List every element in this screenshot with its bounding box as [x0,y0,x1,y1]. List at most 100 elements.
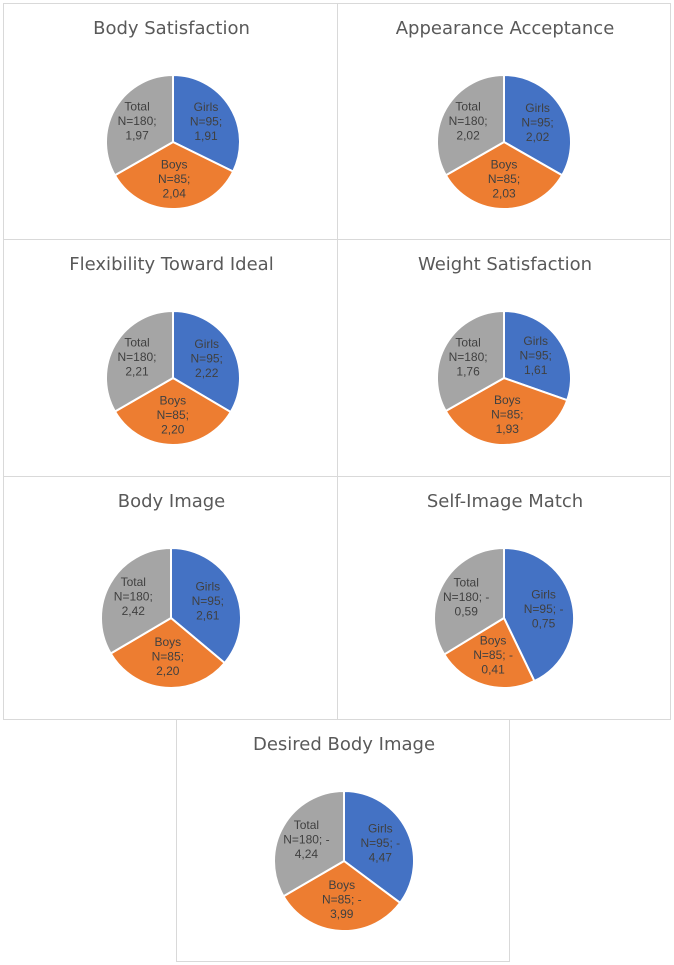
data-label-total: Total N=180; 1,97 [118,100,157,143]
data-label-girls: Girls N=95; 2,02 [521,101,553,144]
data-label-line: N=95; - [360,836,400,850]
data-label-line: 2,02 [526,130,550,144]
data-label-line: 1,76 [456,365,480,379]
data-label-line: 2,22 [195,366,219,380]
data-label-line: 1,93 [496,422,520,436]
data-label-line: N=180; [117,350,156,364]
chart-title: Body Image [118,491,226,512]
pie-slice-boys [113,376,233,446]
chart-panel-body-image: Body Image Girls N=95; 2,61 Boys N=85; 2,20 Tot… [3,476,338,720]
data-label-total: Total N=180; 2,02 [449,100,488,143]
chart-title: Weight Satisfaction [418,254,592,275]
pie-slice-girls [503,73,572,177]
data-label-line: N=85; [152,649,184,663]
data-label-line: Total [294,818,319,832]
data-label-line: 2,42 [122,604,146,618]
pie-slice-boys [282,859,402,932]
pie-slice-girls [172,73,241,173]
chart-panel-appearance-acceptance: Appearance Acceptance Girls N=95; 2,02 Boys N… [337,3,671,240]
data-label-boys: Boys N=85; 2,04 [158,157,190,200]
data-label-line: 1,61 [524,363,548,377]
data-label-girls: Girls N=95; -0,75 [524,588,564,631]
pie-slice-total [433,546,505,656]
data-label-line: 3,99 [330,907,354,921]
data-label-line: Total [124,100,149,114]
data-label-total: Total N=180; -4,24 [283,818,329,861]
pie-slice-total [105,73,174,177]
data-label-line: N=85; [158,172,190,186]
data-label-line: Boys [161,157,188,171]
pie-slice-total [100,546,172,655]
data-label-line: Girls [194,100,219,114]
data-label-line: 0,41 [481,662,505,676]
data-label-line: N=180; [449,350,488,364]
data-label-line: Girls [368,821,393,835]
pie-slice-total [105,309,174,413]
data-label-boys: Boys N=85; 2,03 [488,157,520,200]
pie-slice-girls [503,546,575,683]
data-label-girls: Girls N=95; -4,47 [360,821,400,864]
data-label-line: Girls [194,337,219,351]
data-label-boys: Boys N=85; 1,93 [491,393,523,436]
pie-chart-flexibility-toward-ideal: Flexibility Toward Ideal Girls N=95; 2,22 Bo… [69,254,274,446]
pie-chart-self-image-match: Self-Image Match Girls N=95; -0,75 Boys N=85… [427,491,583,689]
data-label-line: Girls [195,579,220,593]
data-label-line: N=180; [118,114,157,128]
data-label-total: Total N=180; 1,76 [449,336,488,379]
data-label-boys: Boys N=85; -3,99 [322,878,362,921]
data-label-line: N=180; - [443,590,489,604]
data-label-line: 2,02 [456,129,480,143]
chart-title: Self-Image Match [427,491,583,512]
data-label-line: 2,03 [492,186,516,200]
data-label-total: Total N=180; 2,42 [114,575,153,618]
data-label-line: N=85; [157,408,189,422]
data-label-line: N=180; [114,590,153,604]
data-label-boys: Boys N=85; 2,20 [152,635,184,678]
data-label-line: N=95; - [524,602,564,616]
data-label-line: Boys [480,633,507,647]
data-label-boys: Boys N=85; -0,41 [473,633,513,676]
data-label-line: 2,21 [125,365,149,379]
chart-title: Body Satisfaction [93,18,250,39]
data-label-line: 2,20 [156,664,180,678]
pie-slice-girls [343,789,415,905]
pie-slice-girls [170,546,243,665]
data-label-line: Boys [154,635,181,649]
data-label-line: 0,59 [455,604,479,618]
chart-panel-self-image-match: Self-Image Match Girls N=95; -0,75 Boys N=85… [337,476,671,720]
data-label-girls: Girls N=95; 1,91 [190,100,222,143]
data-label-line: N=85; [491,408,523,422]
data-label-line: 2,04 [163,186,187,200]
data-label-line: Total [124,336,149,350]
data-label-line: N=85; [488,172,520,186]
chart-title: Flexibility Toward Ideal [69,254,273,275]
pie-slice-boys [109,616,227,690]
data-label-line: Boys [159,393,186,407]
data-label-line: Total [455,336,480,350]
data-label-line: Boys [328,878,355,892]
pie-slice-boys [442,616,536,689]
data-label-line: N=180; - [283,832,329,846]
data-label-line: 1,97 [125,129,149,143]
pie-slice-girls [503,309,572,402]
chart-title: Appearance Acceptance [396,18,615,39]
data-label-girls: Girls N=95; 1,61 [520,334,552,377]
data-label-line: Girls [525,101,550,115]
chart-panel-weight-satisfaction: Weight Satisfaction Girls N=95; 1,61 Boys N=8… [337,239,671,477]
chart-panel-desired-body-image: Desired Body Image Girls N=95; -4,47 Boys N=… [176,719,510,962]
data-label-girls: Girls N=95; 2,61 [192,579,224,622]
data-label-boys: Boys N=85; 2,20 [157,393,189,436]
data-label-line: N=85; - [322,892,362,906]
data-label-line: N=95; [191,352,223,366]
data-label-line: N=95; [521,116,553,130]
data-label-line: 2,20 [161,422,185,436]
data-label-line: Total [121,575,146,589]
data-label-line: Total [454,575,479,589]
data-label-total: Total N=180; 2,21 [117,336,156,379]
data-label-line: 2,61 [196,608,220,622]
data-label-line: 0,75 [532,617,556,631]
data-label-line: Boys [491,157,518,171]
chart-panel-body-satisfaction: Body Satisfaction Girls N=95; 1,91 Boys N=85;… [3,3,338,240]
